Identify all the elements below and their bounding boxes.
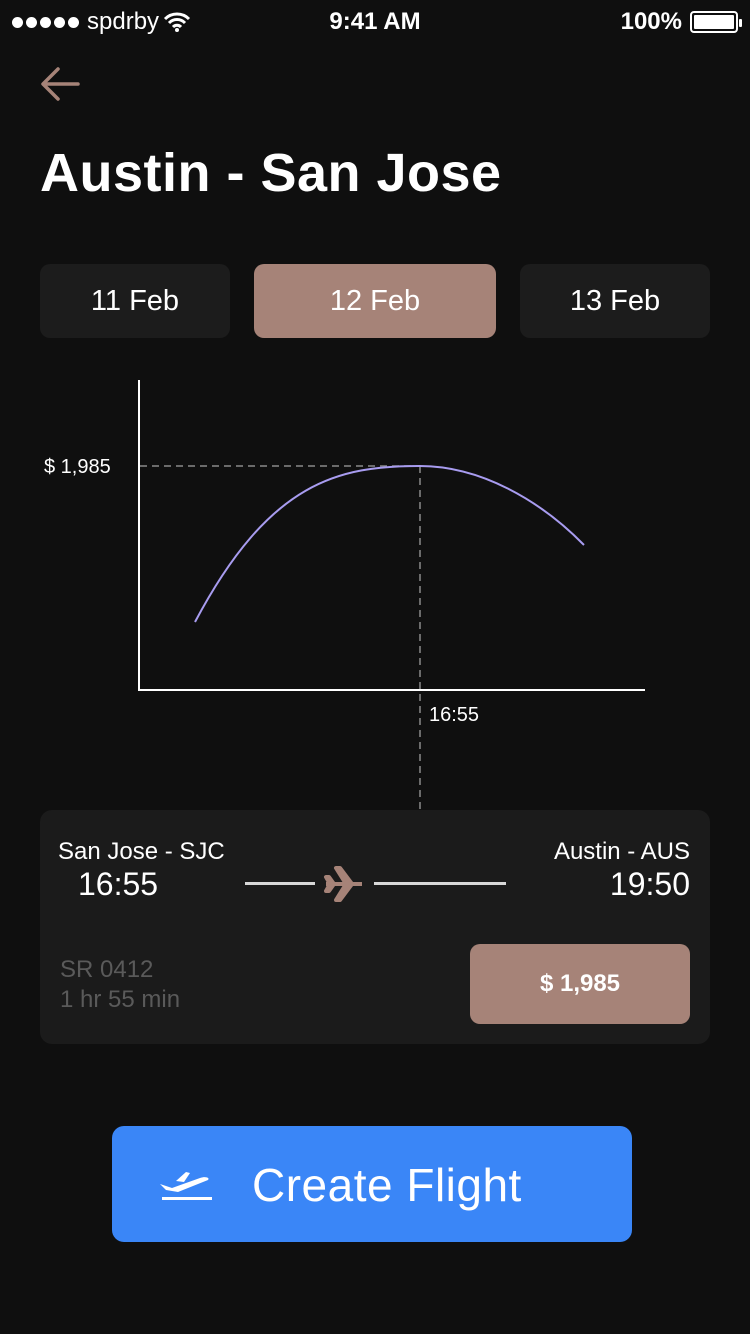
flight-duration: 1 hr 55 min: [60, 986, 180, 1014]
date-tabs: 11 Feb 12 Feb 13 Feb: [40, 264, 710, 338]
route-line-right: [374, 882, 506, 885]
time-axis-label: 16:55: [429, 704, 479, 726]
page-title: Austin - San Jose: [40, 142, 502, 204]
departure-time: 16:55: [78, 866, 158, 903]
status-bar: spdrby 9:41 AM 100%: [0, 0, 750, 44]
battery-percent: 100%: [621, 8, 682, 36]
create-flight-label: Create Flight: [252, 1158, 522, 1212]
back-arrow-icon: [36, 60, 84, 108]
price-button[interactable]: $ 1,985: [470, 944, 690, 1024]
create-flight-button[interactable]: Create Flight: [112, 1126, 632, 1242]
price-chart: $ 1,985 16:55: [0, 360, 750, 860]
price-axis-label: $ 1,985: [44, 456, 111, 478]
date-tab-11-feb[interactable]: 11 Feb: [40, 264, 230, 338]
price-curve: [195, 466, 584, 622]
battery-icon: [690, 11, 738, 33]
from-city: San Jose - SJC: [58, 838, 225, 866]
back-button[interactable]: [36, 60, 84, 108]
status-right: 100%: [621, 8, 738, 36]
route-line-left: [245, 882, 315, 885]
date-tab-13-feb[interactable]: 13 Feb: [520, 264, 710, 338]
date-tab-12-feb[interactable]: 12 Feb: [254, 264, 496, 338]
flight-number: SR 0412: [60, 956, 153, 984]
departure-plane-icon: [156, 1164, 216, 1204]
arrival-time: 19:50: [610, 866, 690, 903]
to-city: Austin - AUS: [554, 838, 690, 866]
flight-card[interactable]: San Jose - SJC 16:55 Austin - AUS 19:50 …: [40, 810, 710, 1044]
plane-icon: [322, 862, 366, 906]
